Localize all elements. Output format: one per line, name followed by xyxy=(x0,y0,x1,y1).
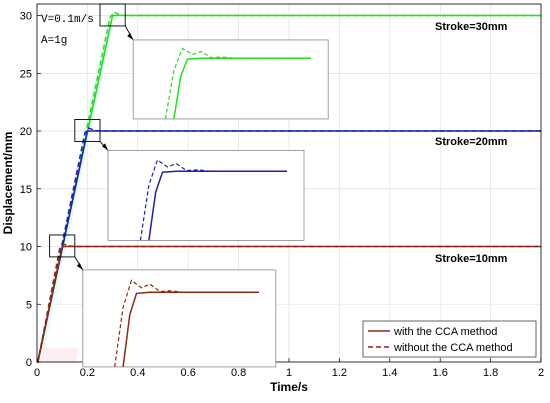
zoom-box-30mm xyxy=(99,3,126,27)
inset-series-without-cca-10mm xyxy=(114,279,184,367)
x-axis-label: Time/s xyxy=(270,380,308,394)
y-tick-label: 0 xyxy=(26,357,32,369)
x-tick-label: 0.2 xyxy=(80,367,95,379)
stroke-label-30: Stroke=30mm xyxy=(435,21,508,33)
legend-entry-without: without the CCA method xyxy=(393,342,513,354)
inset-series-with-cca-10mm xyxy=(122,291,259,367)
x-tick-label: 0.8 xyxy=(231,367,246,379)
inset-series-with-cca-30mm xyxy=(173,57,312,120)
inset-30mm xyxy=(132,39,329,120)
zoom-box-20mm xyxy=(74,119,101,142)
x-tick-label: 0 xyxy=(34,367,40,379)
x-tick-label: 0.4 xyxy=(130,367,145,379)
legend-box xyxy=(362,320,537,358)
inset-20mm xyxy=(107,150,305,241)
base-shade xyxy=(42,348,78,362)
x-tick-label: 1.6 xyxy=(433,367,448,379)
y-tick-label: 25 xyxy=(20,68,32,80)
x-tick-label: 2 xyxy=(538,367,544,379)
x-tick-label: 1.2 xyxy=(332,367,347,379)
inset-10mm xyxy=(82,269,277,368)
legend-entry-with: with the CCA method xyxy=(393,326,497,338)
param-velocity: V=0.1m/s xyxy=(41,14,94,26)
y-tick-label: 20 xyxy=(20,126,32,138)
x-tick-label: 1.8 xyxy=(483,367,498,379)
insets xyxy=(49,3,329,368)
param-acceleration: A=1g xyxy=(41,35,67,47)
y-axis-label: Displacement/mm xyxy=(1,132,15,235)
inset-series-without-cca-20mm xyxy=(139,159,211,241)
zoom-arrow-30mm xyxy=(127,32,134,40)
y-tick-label: 30 xyxy=(20,11,32,23)
inset-series-without-cca-30mm xyxy=(164,47,235,120)
x-ticks: 0 0.2 0.4 0.6 0.8 1 1.2 1.4 1.6 1.8 2 xyxy=(34,358,544,379)
y-tick-label: 15 xyxy=(20,184,32,196)
legend: with the CCA method without the CCA meth… xyxy=(362,320,537,358)
stroke-label-10: Stroke=10mm xyxy=(435,253,508,265)
x-tick-label: 0.6 xyxy=(181,367,196,379)
zoom-arrow-10mm xyxy=(76,262,83,270)
y-tick-label: 10 xyxy=(20,242,32,254)
zoom-arrow-20mm xyxy=(102,143,108,151)
inset-series-with-cca-20mm xyxy=(148,170,287,241)
stroke-label-20: Stroke=20mm xyxy=(435,136,508,148)
zoom-box-10mm xyxy=(49,234,76,258)
x-tick-label: 1.4 xyxy=(382,367,397,379)
x-tick-label: 1 xyxy=(286,367,292,379)
y-ticks: 0 5 10 15 20 25 30 xyxy=(20,11,41,369)
y-tick-label: 5 xyxy=(26,299,32,311)
